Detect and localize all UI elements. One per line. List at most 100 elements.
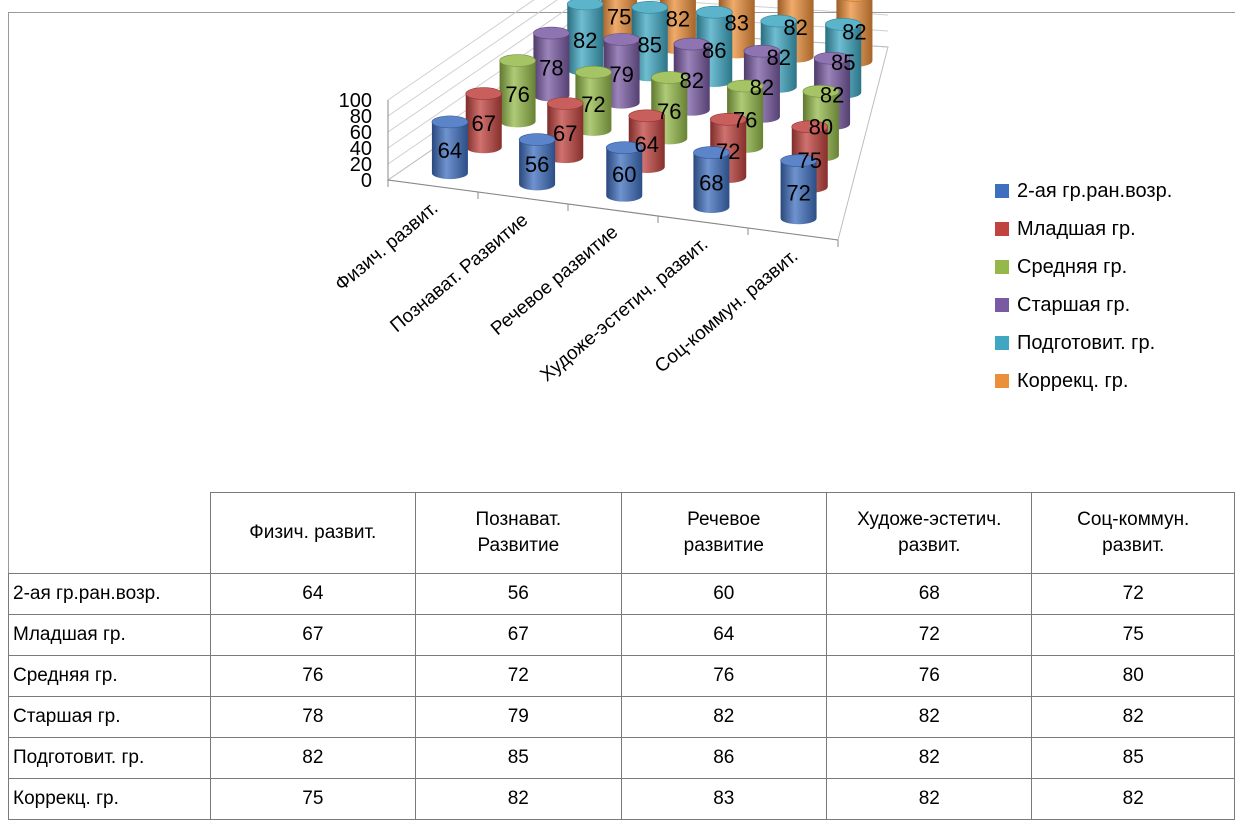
- data-label: 76: [657, 99, 681, 124]
- table-cell: 82: [826, 778, 1033, 820]
- bar: [533, 26, 570, 102]
- table-cell: 82: [1031, 778, 1235, 820]
- table-cell: 85: [1031, 737, 1235, 779]
- table-row-header: Старшая гр.: [8, 696, 211, 738]
- table-header-row: Физич. развит. Познават. Развитие Речевое ра…: [8, 492, 1235, 574]
- table-cell: 75: [209, 778, 417, 820]
- table-cell: 64: [620, 614, 828, 656]
- y-tick-label: 20: [350, 154, 372, 176]
- table-row: Средняя гр. 76 72 76 76 80: [8, 655, 1235, 697]
- data-label: 64: [635, 132, 659, 157]
- table-cell: 82: [826, 696, 1033, 738]
- table-column-header: Соц-коммун. развит.: [1031, 492, 1235, 574]
- legend-label: Коррекц. гр.: [1017, 369, 1129, 392]
- table-cell: 76: [826, 655, 1033, 697]
- legend-label: Младшая гр.: [1017, 217, 1136, 240]
- y-tick-label: 60: [350, 122, 372, 144]
- table-cell: 79: [415, 696, 622, 738]
- bar: [575, 65, 612, 136]
- table-cell: 82: [1031, 696, 1235, 738]
- table-row: Коррекц. гр. 75 82 83 82 82: [8, 778, 1235, 820]
- legend-swatch: [995, 260, 1009, 274]
- y-tick-label: 0: [361, 170, 372, 192]
- table-cell: 75: [1031, 614, 1235, 656]
- table-column-header: Художе-эстетич. развит.: [826, 492, 1033, 574]
- data-label: 67: [553, 121, 577, 146]
- table-body: 2-ая гр.ран.возр. 64 56 60 68 72 Младшая гр. 67…: [8, 573, 1235, 820]
- data-label: 72: [786, 180, 810, 205]
- data-label: 85: [831, 50, 855, 75]
- bar: [603, 33, 640, 109]
- data-label: 82: [573, 28, 597, 53]
- table-cell: 76: [620, 655, 828, 697]
- legend-label: Подготовит. гр.: [1017, 331, 1156, 354]
- data-label: 78: [539, 55, 563, 80]
- table-row-header: 2-ая гр.ран.возр.: [8, 573, 211, 615]
- table-cell: 72: [1031, 573, 1235, 615]
- table-row: Подготовит. гр. 82 85 86 82 85: [8, 737, 1235, 779]
- bar: [693, 146, 730, 213]
- table-cell: 82: [209, 737, 417, 779]
- data-label: 60: [612, 162, 636, 187]
- table-row-header: Средняя гр.: [8, 655, 211, 697]
- table-cell: 72: [826, 614, 1033, 656]
- bar: [465, 87, 503, 154]
- legend-label: 2-ая гр.ран.возр.: [1017, 179, 1173, 202]
- legend-label: Старшая гр.: [1017, 293, 1131, 316]
- legend-item: 2-ая гр.ран.возр.: [995, 172, 1172, 210]
- data-label: 79: [609, 62, 633, 87]
- table-cell: 68: [826, 573, 1033, 615]
- legend-swatch: [995, 298, 1009, 312]
- table-cell: 82: [620, 696, 828, 738]
- y-tick-label: 40: [350, 138, 372, 160]
- legend-swatch: [995, 222, 1009, 236]
- table-column-header: Познават. Развитие: [415, 492, 622, 574]
- data-label: 75: [798, 148, 822, 173]
- gridline: [387, 0, 558, 117]
- legend-item: Старшая гр.: [995, 286, 1172, 324]
- data-label: 56: [525, 152, 549, 177]
- data-label: 72: [581, 92, 605, 117]
- table-row: Старшая гр. 78 79 82 82 82: [8, 696, 1235, 738]
- bar: [518, 133, 556, 191]
- table-cell: 64: [209, 573, 417, 615]
- y-tick-label: 80: [350, 106, 372, 128]
- data-label: 67: [472, 111, 496, 136]
- bar: [499, 54, 536, 128]
- legend-swatch: [995, 374, 1009, 388]
- category-label: Художе-эстетич. развит.: [536, 234, 712, 386]
- table-cell: 76: [209, 655, 417, 697]
- table-cell: 82: [826, 737, 1033, 779]
- table-cell: 56: [415, 573, 622, 615]
- table-cell: 60: [620, 573, 828, 615]
- table-row: 2-ая гр.ран.возр. 64 56 60 68 72: [8, 573, 1235, 615]
- data-label: 80: [809, 115, 833, 140]
- data-label: 76: [505, 82, 529, 107]
- data-label: 86: [702, 38, 726, 63]
- x-axis-line: [387, 179, 839, 241]
- legend-swatch: [995, 336, 1009, 350]
- data-label: 76: [733, 107, 757, 132]
- data-label: 75: [607, 5, 631, 30]
- data-label: 82: [767, 45, 791, 70]
- legend-swatch: [995, 184, 1009, 198]
- table-column-header: Речевое развитие: [620, 492, 828, 574]
- y-tick-label: 100: [339, 90, 372, 112]
- data-label: 82: [783, 15, 807, 40]
- table-row: Младшая гр. 67 67 64 72 75: [8, 614, 1235, 656]
- bar: [631, 1, 669, 82]
- legend-label: Средняя гр.: [1017, 255, 1128, 278]
- data-label: 83: [725, 10, 749, 35]
- data-label: 82: [666, 7, 690, 32]
- table-corner: [8, 492, 211, 574]
- table-row-header: Младшая гр.: [8, 614, 211, 656]
- table-cell: 83: [620, 778, 828, 820]
- table-row-header: Подготовит. гр.: [8, 737, 211, 779]
- table-cell: 85: [415, 737, 622, 779]
- table-cell: 86: [620, 737, 828, 779]
- data-label: 82: [842, 19, 866, 44]
- data-label: 82: [680, 68, 704, 93]
- data-label: 82: [820, 82, 844, 107]
- data-label: 72: [716, 139, 740, 164]
